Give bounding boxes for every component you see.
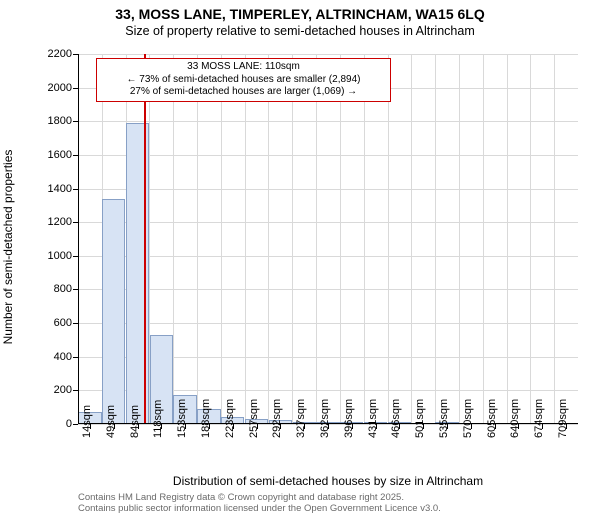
gridline-h: [78, 222, 578, 223]
ytick-label: 1000: [32, 250, 72, 262]
gridline-h: [78, 189, 578, 190]
ytick-mark: [73, 121, 78, 122]
ytick-label: 1200: [32, 216, 72, 228]
gridline-h: [78, 121, 578, 122]
chart-title: 33, MOSS LANE, TIMPERLEY, ALTRINCHAM, WA…: [0, 6, 600, 22]
x-axis-label: Distribution of semi-detached houses by …: [78, 474, 578, 488]
ytick-label: 400: [32, 351, 72, 363]
gridline-v: [435, 54, 436, 424]
gridline-v: [554, 54, 555, 424]
ytick-label: 1600: [32, 149, 72, 161]
gridline-v: [316, 54, 317, 424]
gridline-v: [364, 54, 365, 424]
gridline-v: [245, 54, 246, 424]
gridline-v: [197, 54, 198, 424]
gridline-v: [292, 54, 293, 424]
ytick-mark: [73, 222, 78, 223]
ytick-label: 600: [32, 317, 72, 329]
ytick-mark: [73, 390, 78, 391]
gridline-v: [388, 54, 389, 424]
gridline-v: [268, 54, 269, 424]
chart-subtitle: Size of property relative to semi-detach…: [0, 24, 600, 38]
gridline-v: [483, 54, 484, 424]
y-axis-label: Number of semi-detached properties: [1, 150, 15, 345]
ytick-mark: [73, 189, 78, 190]
ytick-mark: [73, 424, 78, 425]
gridline-h: [78, 323, 578, 324]
footer-line1: Contains HM Land Registry data © Crown c…: [78, 492, 441, 503]
gridline-v: [411, 54, 412, 424]
ytick-label: 200: [32, 384, 72, 396]
ytick-mark: [73, 357, 78, 358]
annotation-box: 33 MOSS LANE: 110sqm ← 73% of semi-detac…: [96, 58, 391, 102]
gridline-v: [507, 54, 508, 424]
ytick-mark: [73, 155, 78, 156]
y-axis-line: [78, 54, 79, 424]
annotation-line1: 33 MOSS LANE: 110sqm: [101, 61, 386, 74]
gridline-v: [459, 54, 460, 424]
ytick-label: 1400: [32, 183, 72, 195]
ytick-label: 0: [32, 418, 72, 430]
figure: 33, MOSS LANE, TIMPERLEY, ALTRINCHAM, WA…: [0, 0, 600, 500]
gridline-v: [221, 54, 222, 424]
gridline-h: [78, 155, 578, 156]
gridline-h: [78, 54, 578, 55]
bar: [102, 199, 125, 424]
ytick-label: 1800: [32, 115, 72, 127]
gridline-h: [78, 256, 578, 257]
footer-line2: Contains public sector information licen…: [78, 503, 441, 514]
ytick-label: 2000: [32, 82, 72, 94]
ytick-label: 800: [32, 283, 72, 295]
footer: Contains HM Land Registry data © Crown c…: [78, 492, 441, 515]
annotation-line2: ← 73% of semi-detached houses are smalle…: [101, 74, 386, 87]
gridline-h: [78, 289, 578, 290]
gridline-v: [173, 54, 174, 424]
gridline-v: [340, 54, 341, 424]
annotation-line3: 27% of semi-detached houses are larger (…: [101, 86, 386, 99]
ytick-mark: [73, 54, 78, 55]
ytick-mark: [73, 323, 78, 324]
gridline-v: [530, 54, 531, 424]
ytick-mark: [73, 88, 78, 89]
ytick-mark: [73, 256, 78, 257]
marker-line: [144, 54, 146, 424]
plot-area: 33 MOSS LANE: 110sqm ← 73% of semi-detac…: [78, 54, 578, 424]
ytick-mark: [73, 289, 78, 290]
ytick-label: 2200: [32, 48, 72, 60]
plot-background: [78, 54, 578, 424]
